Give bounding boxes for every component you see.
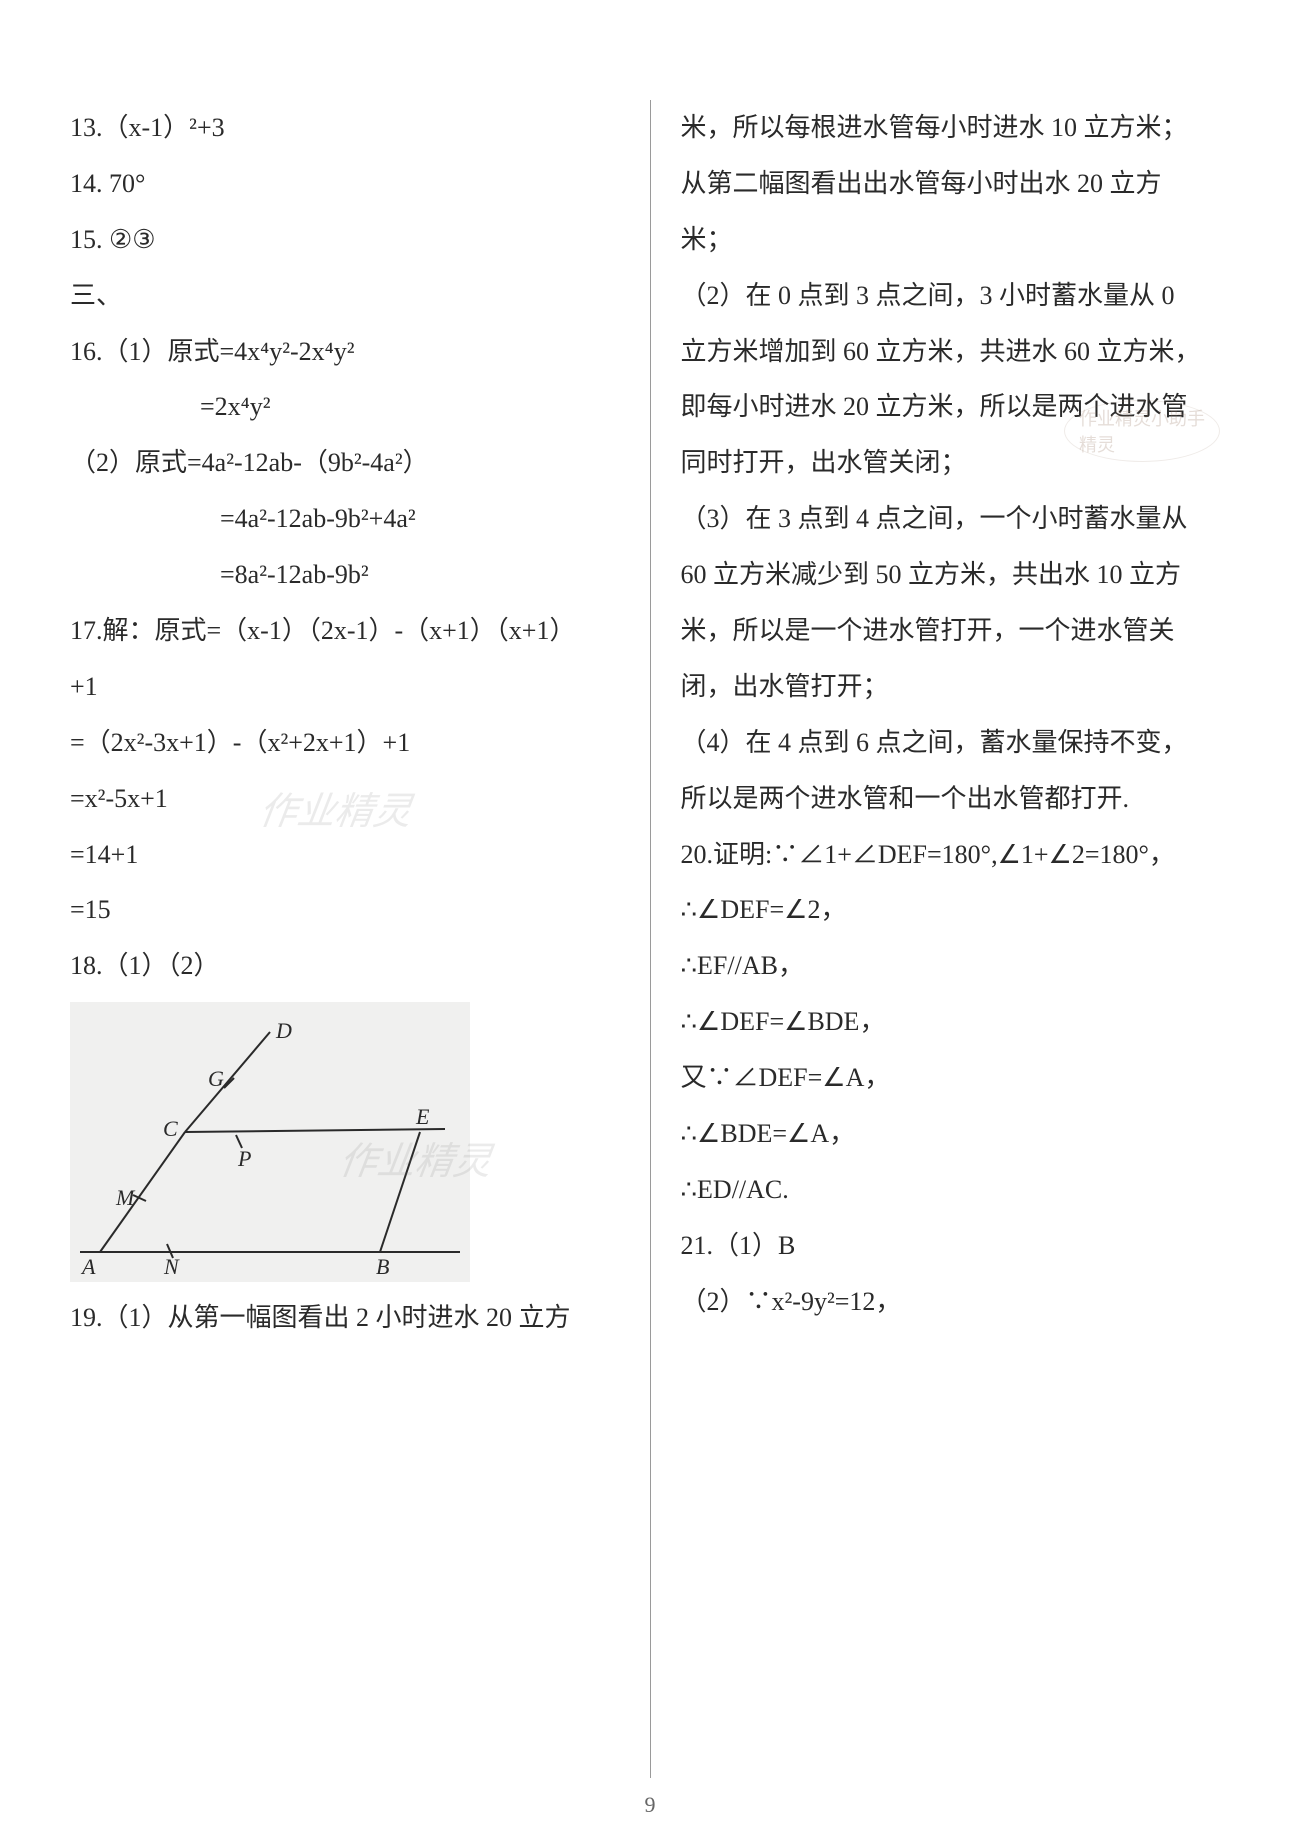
answer-17-cont: +1 (70, 659, 620, 715)
answer-20: 20.证明:∵∠1+∠DEF=180°,∠1+∠2=180°， (681, 827, 1231, 883)
r-line: （3）在 3 点到 4 点之间，一个小时蓄水量从 (681, 491, 1231, 547)
r-line: 60 立方米减少到 50 立方米，共出水 10 立方 (681, 547, 1231, 603)
r-line: （2）在 0 点到 3 点之间，3 小时蓄水量从 0 (681, 268, 1231, 324)
geometry-diagram: A B C D E G M N P (70, 1002, 470, 1282)
answer-18: 18.（1）（2） (70, 938, 620, 994)
proof-step: ∴ED//AC. (681, 1162, 1231, 1218)
left-column: 13.（x-1）²+3 14. 70° 15. ②③ 三、 16.（1）原式=4… (70, 100, 651, 1778)
svg-text:P: P (237, 1146, 251, 1171)
answer-16-2-step1: =4a²-12ab-9b²+4a² (70, 491, 620, 547)
page-number: 9 (645, 1792, 656, 1818)
svg-text:M: M (115, 1185, 136, 1210)
answer-17-step1: =（2x²-3x+1）-（x²+2x+1）+1 (70, 715, 620, 771)
answer-14: 14. 70° (70, 156, 620, 212)
answer-16-1-step: =2x⁴y² (70, 379, 620, 435)
r-line: 闭，出水管打开； (681, 659, 1231, 715)
answer-21-1: 21.（1）B (681, 1218, 1231, 1274)
answer-16-2-step2: =8a²-12ab-9b² (70, 547, 620, 603)
section-3-heading: 三、 (70, 268, 620, 324)
answer-16-2: （2）原式=4a²-12ab-（9b²-4a²） (70, 435, 620, 491)
answer-19: 19.（1）从第一幅图看出 2 小时进水 20 立方 (70, 1290, 620, 1346)
answer-16-1: 16.（1）原式=4x⁴y²-2x⁴y² (70, 324, 620, 380)
r-line: （4）在 4 点到 6 点之间，蓄水量保持不变， (681, 715, 1231, 771)
svg-text:B: B (376, 1254, 389, 1279)
svg-text:C: C (163, 1116, 178, 1141)
diagram-svg: A B C D E G M N P (70, 1002, 470, 1282)
answer-21-2: （2）∵x²-9y²=12， (681, 1274, 1231, 1330)
svg-text:G: G (208, 1066, 224, 1091)
answer-17-step4: =15 (70, 882, 620, 938)
page-container: 13.（x-1）²+3 14. 70° 15. ②③ 三、 16.（1）原式=4… (0, 0, 1300, 1838)
svg-text:D: D (275, 1018, 292, 1043)
proof-step: ∴EF//AB， (681, 938, 1231, 994)
proof-step: ∴∠BDE=∠A， (681, 1106, 1231, 1162)
svg-text:A: A (80, 1254, 96, 1279)
answer-15: 15. ②③ (70, 212, 620, 268)
answer-17: 17.解：原式=（x-1）（2x-1）-（x+1）（x+1） (70, 603, 620, 659)
r-line: 立方米增加到 60 立方米，共进水 60 立方米， (681, 324, 1231, 380)
proof-step: 又∵∠DEF=∠A， (681, 1050, 1231, 1106)
answer-13: 13.（x-1）²+3 (70, 100, 620, 156)
answer-17-step2: =x²-5x+1 (70, 771, 620, 827)
r-line: 从第二幅图看出出水管每小时出水 20 立方 (681, 156, 1231, 212)
r-line: 所以是两个进水管和一个出水管都打开. (681, 771, 1231, 827)
proof-step: ∴∠DEF=∠BDE， (681, 994, 1231, 1050)
svg-text:N: N (163, 1254, 180, 1279)
svg-text:E: E (415, 1104, 430, 1129)
r-line: 米，所以是一个进水管打开，一个进水管关 (681, 603, 1231, 659)
right-column: 米，所以每根进水管每小时进水 10 立方米； 从第二幅图看出出水管每小时出水 2… (651, 100, 1231, 1778)
r-line: 米，所以每根进水管每小时进水 10 立方米； (681, 100, 1231, 156)
proof-step: ∴∠DEF=∠2， (681, 882, 1231, 938)
r-line: 即每小时进水 20 立方米，所以是两个进水管 (681, 379, 1231, 435)
r-line: 米； (681, 212, 1231, 268)
answer-17-step3: =14+1 (70, 827, 620, 883)
r-line: 同时打开，出水管关闭； (681, 435, 1231, 491)
